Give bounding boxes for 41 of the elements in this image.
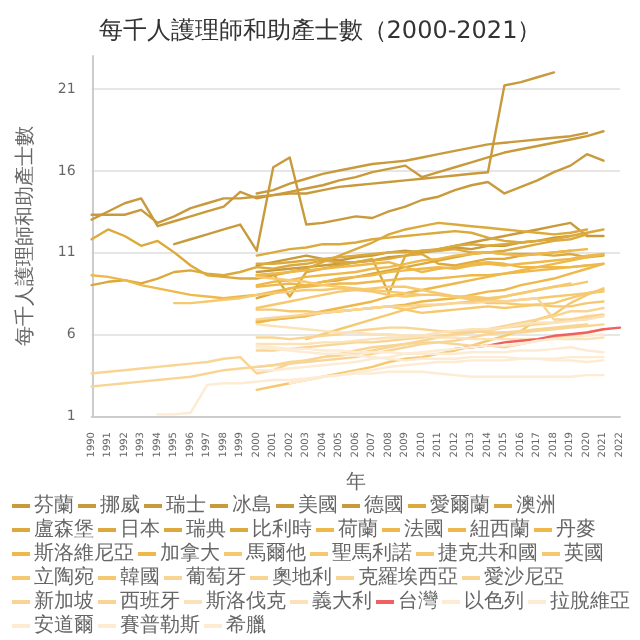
- legend-label: 英國: [564, 541, 604, 565]
- x-axis-title: 年: [345, 470, 366, 495]
- legend-label: 克羅埃西亞: [358, 565, 458, 589]
- legend-label: 瑞典: [186, 517, 226, 541]
- legend-label: 賽普勒斯: [120, 613, 200, 637]
- legend-label: 芬蘭: [34, 493, 74, 517]
- legend-label: 法國: [404, 517, 444, 541]
- legend-label: 韓國: [120, 565, 160, 589]
- legend-label: 美國: [298, 493, 338, 517]
- legend-label: 拉脫維亞: [550, 589, 630, 613]
- legend-label: 西班牙: [120, 589, 180, 613]
- legend-label: 比利時: [252, 517, 312, 541]
- legend-label: 冰島: [232, 493, 272, 517]
- legend-label: 希臘: [226, 613, 266, 637]
- y-axis-title: 每千人護理師和助產士數: [13, 126, 37, 346]
- legend-label: 日本: [120, 517, 160, 541]
- legend-label: 愛爾蘭: [430, 493, 490, 517]
- legend-label: 愛沙尼亞: [484, 565, 564, 589]
- legend-label: 紐西蘭: [468, 517, 530, 541]
- legend-label: 葡萄牙: [186, 565, 246, 589]
- legend-label: 台灣: [398, 589, 438, 613]
- legend-label: 瑞士: [166, 493, 206, 517]
- legend-label: 馬爾他: [244, 541, 306, 565]
- legend-label: 新加坡: [34, 589, 94, 613]
- legend-label: 義大利: [312, 589, 372, 613]
- legend-label: 丹麥: [556, 517, 596, 541]
- legend-label: 以色列: [464, 589, 524, 613]
- legend-label: 加拿大: [160, 541, 220, 565]
- legend-label: 奧地利: [272, 565, 332, 589]
- legend-label: 捷克共和國: [438, 541, 538, 565]
- legend-label: 立陶宛: [34, 565, 94, 589]
- legend-label: 安道爾: [34, 613, 94, 637]
- legend-label: 挪威: [100, 493, 140, 517]
- legend-label: 荷蘭: [338, 517, 378, 541]
- legend-label: 德國: [364, 495, 404, 517]
- legend-label: 斯洛伐克: [206, 589, 286, 613]
- legend-label: 斯洛維尼亞: [34, 541, 134, 565]
- legend-label: 澳洲: [516, 493, 556, 517]
- legend-label: 盧森堡: [34, 517, 94, 541]
- legend-label: 聖馬利諾: [332, 541, 412, 565]
- chart-title: 每千人護理師和助產士數（2000-2021）: [98, 16, 542, 44]
